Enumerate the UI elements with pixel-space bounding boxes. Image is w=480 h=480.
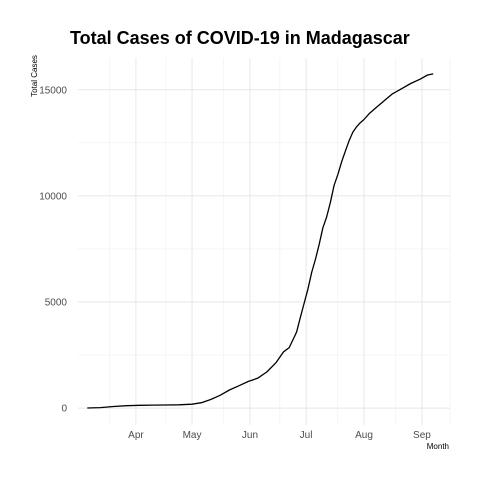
x-tick-label: Sep — [413, 430, 431, 441]
chart-title: Total Cases of COVID-19 in Madagascar — [70, 28, 410, 48]
y-tick-labels: 0 5000 10000 15000 — [39, 85, 67, 414]
x-tick-labels: Apr May Jun Jul Aug Sep — [128, 430, 431, 441]
y-tick-label: 15000 — [39, 85, 67, 96]
y-tick-label: 0 — [61, 404, 67, 415]
y-axis-label: Total Cases — [30, 55, 39, 97]
x-tick-label: Jun — [242, 430, 258, 441]
x-tick-label: May — [183, 430, 202, 441]
x-axis-label: Month — [427, 442, 449, 451]
series-line — [87, 73, 434, 409]
grid — [78, 58, 451, 425]
y-tick-label: 10000 — [39, 191, 67, 202]
x-tick-label: Aug — [355, 430, 373, 441]
x-tick-label: Apr — [128, 430, 144, 441]
x-tick-label: Jul — [300, 430, 313, 441]
y-tick-label: 5000 — [45, 297, 68, 308]
